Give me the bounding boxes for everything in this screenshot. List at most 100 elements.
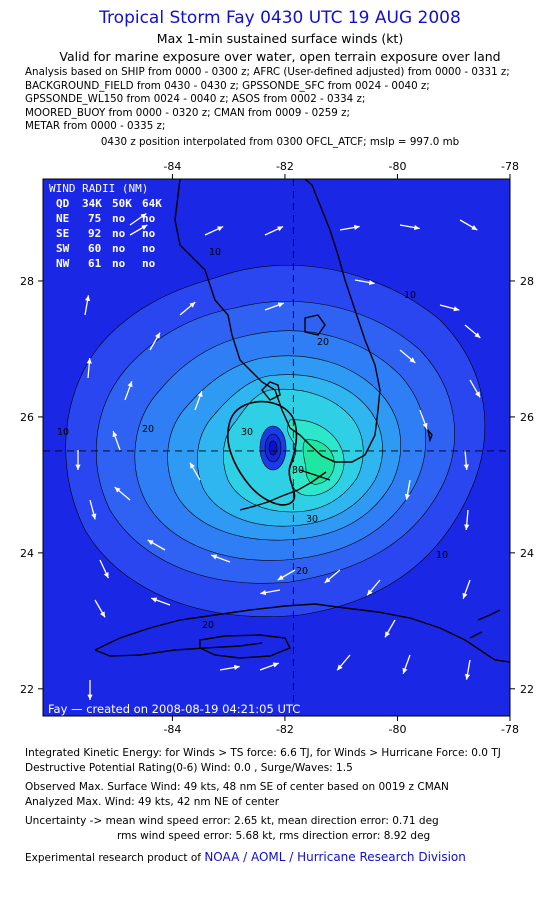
wind-radii-col-34k: 34K [82,197,102,210]
wind-arrow [277,569,296,581]
wind-radii-cell: no [142,212,156,225]
analysis-line: BACKGROUND_FIELD from 0430 - 0430 z; GPS… [25,79,430,92]
ike-summary: Integrated Kinetic Energy: for Winds > T… [25,747,501,759]
contour-label: 20 [296,566,308,577]
wind-arrow [339,224,360,231]
lat-tick-label-left: 26 [20,411,34,424]
contour-label: 20 [202,620,214,631]
contour-labels: 10 10 10 10 20 20 20 20 30 30 30 [57,247,448,631]
analysis-line: Analysis based on SHIP from 0000 - 0300 … [25,66,510,78]
wind-arrow [336,654,351,671]
contour-label: 20 [142,424,154,435]
wind-arrow [147,539,166,551]
wind-arrow [324,569,341,584]
wind-radii-cell: no [112,227,126,240]
coastline-cuba [94,603,510,663]
lon-tick-label-top: -84 [163,160,181,173]
wind-arrow [464,659,471,680]
wind-arrow [94,599,106,618]
lat-tick-label-left: 24 [20,547,34,560]
wind-radii-cell: NW [56,257,70,270]
wind-arrow [210,554,231,563]
wind-radii-cell: no [142,242,156,255]
lon-tick-label-top: -78 [501,160,519,173]
map-exposure-note: Valid for marine exposure over water, op… [59,49,501,64]
wind-arrow [402,654,411,675]
lat-tick-label-right: 28 [520,275,534,288]
wind-radii-cell: 61 [88,257,102,270]
analyzed-max-wind: Analyzed Max. Wind: 49 kts, 42 nm NE of … [25,796,280,808]
coastline-florida-bay [261,381,331,481]
wind-arrow [259,662,280,671]
wind-arrow [399,224,420,231]
position-note: 0430 z position interpolated from 0300 O… [100,136,460,148]
wind-arrow [419,409,428,430]
contour-label: 10 [209,247,221,258]
contour-label: 10 [404,290,416,301]
uncertainty-rms: rms wind speed error: 5.68 kt, rms direc… [117,830,431,842]
observed-max-wind: Observed Max. Surface Wind: 49 kts, 48 n… [25,781,449,793]
wind-arrow [469,379,481,398]
contour-label: 30 [241,427,253,438]
wind-radii-cell: 60 [88,242,101,255]
wind-arrow [194,390,203,411]
wind-field-map: 10 10 10 10 20 20 20 20 30 30 30 WIND RADII (NM) Q… [20,160,534,736]
wind-arrow [462,579,471,600]
coastline-florida-keys [239,471,327,511]
coastline-isla-juventud [199,634,291,659]
wind-arrow [204,225,224,236]
lon-tick-label-bottom: -80 [388,723,406,736]
lat-tick-label-right: 26 [520,411,534,424]
wind-arrow [264,225,284,236]
wind-radii-title: WIND RADII (NM) [49,182,148,195]
lon-tick-label-bottom: -84 [163,723,181,736]
contour-label: 30 [292,465,304,476]
wind-arrow [124,380,133,401]
wind-radii-cell: NE [56,212,69,225]
wind-radii-table: WIND RADII (NM) QD 34K 50K 64K NE 75 no no S… [49,182,162,270]
wind-arrow [179,301,196,316]
wind-arrow [399,349,416,364]
wind-radii-col-64k: 64K [142,197,162,210]
lon-tick-label-bottom: -78 [501,723,519,736]
destructive-potential: Destructive Potential Rating(0-6) Wind: … [25,762,353,774]
wind-radii-cell: SW [56,242,70,255]
credit-line: Experimental research product of NOAA / … [25,850,466,864]
page-title: Tropical Storm Fay 0430 UTC 19 AUG 2008 [99,8,461,28]
hrd-credit-link[interactable]: NOAA / AOML / Hurricane Research Divisio… [204,850,466,864]
wind-radii-col-qd: QD [56,197,70,210]
contour-label: 20 [317,337,329,348]
wind-arrow [84,295,91,316]
wind-arrow [114,486,131,501]
wind-arrow [439,304,460,312]
wind-radii-cell: no [112,257,126,270]
lon-tick-label-top: -82 [276,160,294,173]
wind-arrow [463,449,469,470]
wind-radii-cell: 75 [88,212,101,225]
lat-tick-label-left: 28 [20,275,34,288]
wind-vectors [75,212,481,700]
wind-arrow [354,279,375,286]
contour-label: 30 [306,514,318,525]
contour-label: 10 [436,550,448,561]
wind-arrow [464,509,470,530]
lat-tick-label-right: 24 [520,547,534,560]
coastline-lake-okeechobee [304,314,326,336]
wind-arrow [219,664,240,671]
coastlines [94,179,510,663]
lat-tick-label-right: 22 [520,683,534,696]
storm-center-crosshair [43,179,510,716]
wind-arrow [464,324,481,339]
map-plot-area: 10 10 10 10 20 20 20 20 30 30 30 WIND RADII (NM) Q… [42,178,511,717]
wind-arrow [264,302,285,311]
uncertainty-mean: Uncertainty -> mean wind speed error: 2.… [25,815,439,827]
wind-radii-rows: NE 75 no no SE 92 no no SW 60 no no NW 61 no no [56,212,156,270]
wind-arrow [149,332,161,351]
analysis-line: MOORED_BUOY from 0000 - 0320 z; CMAN fro… [25,106,351,119]
analysis-line: GPSSONDE_WL150 from 0024 - 0040 z; ASOS … [25,93,366,106]
lat-tick-label-left: 22 [20,683,34,696]
wind-arrow [384,619,396,638]
wind-radii-cell: no [142,257,156,270]
wind-arrow [99,559,110,579]
wind-arrow [75,450,81,470]
